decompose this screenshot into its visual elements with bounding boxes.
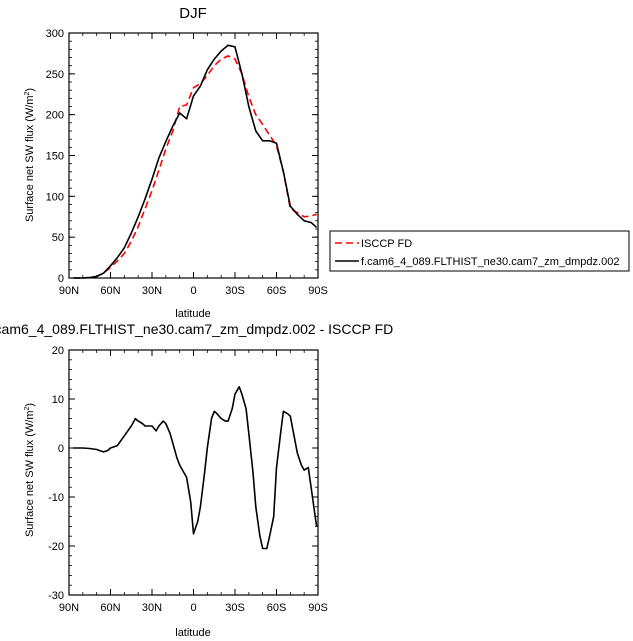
y-tick-label: 50 — [52, 232, 64, 244]
bottom-y-axis-label-close: ) — [24, 403, 36, 407]
top-y-axis-label-main: Surface net SW flux (W/m — [24, 96, 36, 223]
x-tick-label: 90N — [59, 602, 79, 614]
x-tick-label: 60N — [100, 285, 120, 297]
legend: ISCCP FD f.cam6_4_089.FLTHIST_ne30.cam7_… — [329, 230, 630, 272]
bottom-y-axis-label: Surface net SW flux (W/m2) — [24, 403, 36, 537]
y-tick-label: 10 — [52, 394, 64, 406]
x-tick-label: 0 — [190, 285, 196, 297]
x-tick-label: 30N — [142, 602, 162, 614]
y-tick-label: 300 — [46, 28, 64, 40]
y-tick-label: 0 — [58, 443, 64, 455]
top-title: DJF — [179, 5, 207, 22]
top-ticks — [68, 32, 319, 279]
bottom-ticks — [68, 349, 319, 596]
y-tick-label: 20 — [52, 345, 64, 357]
y-tick-label: 100 — [46, 191, 64, 203]
bottom-panel: f.cam6_4_089.FLTHIST_ne30.cam7_zm_dmpdz.… — [0, 321, 393, 639]
x-tick-label: 60S — [267, 285, 287, 297]
legend-label-model: f.cam6_4_089.FLTHIST_ne30.cam7_zm_dmpdz.… — [361, 256, 619, 268]
top-series-lines — [73, 44, 318, 279]
x-tick-label: 60N — [100, 602, 120, 614]
bottom-y-axis-label-main: Surface net SW flux (W/m — [24, 411, 36, 538]
top-x-axis-label: latitude — [175, 308, 210, 320]
top-y-axis-label-close: ) — [24, 88, 36, 92]
y-tick-label: -10 — [48, 492, 64, 504]
top-y-axis-label: Surface net SW flux (W/m2) — [24, 88, 36, 222]
x-tick-label: 30N — [142, 285, 162, 297]
bottom-x-axis-label: latitude — [175, 627, 210, 639]
series-line-0 — [73, 385, 318, 550]
legend-label-isccp: ISCCP FD — [361, 238, 412, 250]
top-plot-frame — [68, 32, 319, 279]
top-y-tick-labels: 0 50 100 150 200 250 300 — [46, 28, 64, 285]
series-line-1 — [73, 44, 318, 279]
y-tick-label: -20 — [48, 541, 64, 553]
series-line-0 — [73, 55, 317, 279]
bottom-y-axis-label-sup: 2 — [24, 407, 31, 411]
bottom-series-lines — [73, 385, 318, 550]
x-tick-label: 30S — [225, 285, 245, 297]
x-tick-label: 90N — [59, 285, 79, 297]
y-tick-label: 150 — [46, 151, 64, 163]
x-tick-label: 90S — [308, 602, 328, 614]
legend-box — [329, 230, 630, 272]
top-y-axis-label-sup: 2 — [24, 92, 31, 96]
y-tick-label: 250 — [46, 69, 64, 81]
top-x-tick-labels: 90N 60N 30N 0 30S 60S 90S — [59, 285, 328, 297]
bottom-y-tick-labels: -30 -20 -10 0 10 20 — [48, 345, 64, 602]
bottom-title: f.cam6_4_089.FLTHIST_ne30.cam7_zm_dmpdz.… — [0, 321, 393, 337]
x-tick-label: 0 — [190, 602, 196, 614]
x-tick-label: 30S — [225, 602, 245, 614]
y-tick-label: 200 — [46, 110, 64, 122]
y-tick-label: 0 — [58, 273, 64, 285]
bottom-x-tick-labels: 90N 60N 30N 0 30S 60S 90S — [59, 602, 328, 614]
x-tick-label: 60S — [267, 602, 287, 614]
top-panel: DJF 90N 60N 30N 0 30S 60S 90S 0 50 100 150 200 250 3… — [24, 5, 328, 320]
x-tick-label: 90S — [308, 285, 328, 297]
y-tick-label: -30 — [48, 590, 64, 602]
bottom-plot-frame — [68, 349, 319, 596]
